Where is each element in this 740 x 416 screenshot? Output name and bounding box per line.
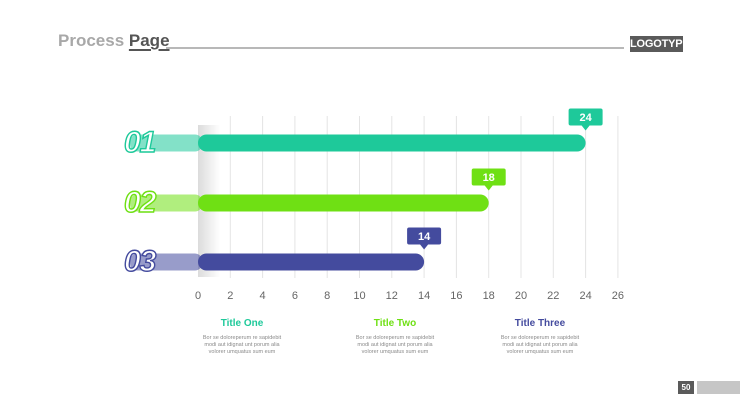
- panel-1-desc-line-2: modi aut idignat unt porum alia: [204, 342, 280, 348]
- panel-3-desc-line-3: volorer umquatus sum eum: [506, 349, 574, 355]
- x-tick-label-12: 12: [386, 290, 398, 302]
- page-number-bar: [697, 381, 740, 394]
- x-tick-label-16: 16: [450, 290, 462, 302]
- x-tick-label-10: 10: [353, 290, 365, 302]
- value-callout-pointer-03: [420, 244, 429, 250]
- page-title-part-2: Page: [128, 31, 170, 50]
- x-tick-label-26: 26: [612, 290, 624, 302]
- value-callout-03: [407, 227, 442, 245]
- bar-stub-02: [130, 194, 202, 212]
- logotype: LOGOTYPE: [630, 36, 690, 52]
- panel-2-desc-line-2: modi aut idignat unt porum alia: [357, 342, 433, 348]
- panel-1-title: Title One: [220, 318, 264, 329]
- panel-1-desc: Bor se doloreperum re sapidebit modi aut…: [182, 335, 302, 356]
- bar-02: [198, 194, 489, 212]
- x-tick-label-6: 6: [292, 290, 298, 302]
- x-tick-label-0: 0: [195, 290, 201, 302]
- value-callout-pointer-01: [581, 125, 590, 131]
- panel-3: Title Three Bor se doloreperum re sapide…: [480, 318, 600, 356]
- bar-stub-03: [130, 253, 202, 271]
- x-tick-label-8: 8: [324, 290, 330, 302]
- x-tick-label-22: 22: [547, 290, 559, 302]
- panel-2-desc: Bor se doloreperum re sapidebit modi aut…: [335, 335, 455, 356]
- x-tick-label-18: 18: [483, 290, 495, 302]
- x-tick-label-14: 14: [418, 290, 430, 302]
- panel-1: Title One Bor se doloreperum re sapidebi…: [182, 318, 302, 356]
- panel-1-desc-line-3: volorer umquatus sum eum: [208, 349, 276, 355]
- category-label-03: 03: [124, 245, 157, 278]
- page-number: 50: [678, 381, 694, 394]
- bar-stub-01: [130, 134, 202, 152]
- value-callout-01: [568, 108, 603, 126]
- x-tick-label-2: 2: [227, 290, 233, 302]
- value-callout-pointer-02: [484, 185, 493, 191]
- x-tick-label-20: 20: [515, 290, 527, 302]
- x-tick-label-4: 4: [260, 290, 266, 302]
- x-tick-label-24: 24: [579, 290, 591, 302]
- value-callout-02: [471, 168, 506, 186]
- panel-2: Title Two Bor se doloreperum re sapidebi…: [335, 318, 455, 356]
- page-title: Process Page: [58, 31, 170, 51]
- panel-1-desc-line-1: Bor se doloreperum re sapidebit: [202, 335, 282, 341]
- panel-3-title: Title Three: [514, 318, 566, 329]
- panel-2-desc-line-1: Bor se doloreperum re sapidebit: [355, 335, 435, 341]
- category-label-02: 02: [124, 186, 157, 219]
- panel-3-desc: Bor se doloreperum re sapidebit modi aut…: [480, 335, 600, 356]
- panel-3-desc-line-2: modi aut idignat unt porum alia: [502, 342, 578, 348]
- panel-3-desc-line-1: Bor se doloreperum re sapidebit: [500, 335, 580, 341]
- value-label-03: 14: [418, 231, 431, 243]
- category-label-01: 01: [124, 126, 156, 159]
- value-label-01: 24: [579, 112, 592, 124]
- bar-03: [198, 253, 425, 271]
- panel-2-title: Title Two: [373, 318, 417, 329]
- panel-2-desc-line-3: volorer umquatus sum eum: [361, 349, 429, 355]
- header-divider: [166, 47, 624, 49]
- value-label-02: 18: [483, 172, 495, 184]
- page-title-part-1: Process: [58, 31, 129, 50]
- bar-01: [198, 134, 586, 152]
